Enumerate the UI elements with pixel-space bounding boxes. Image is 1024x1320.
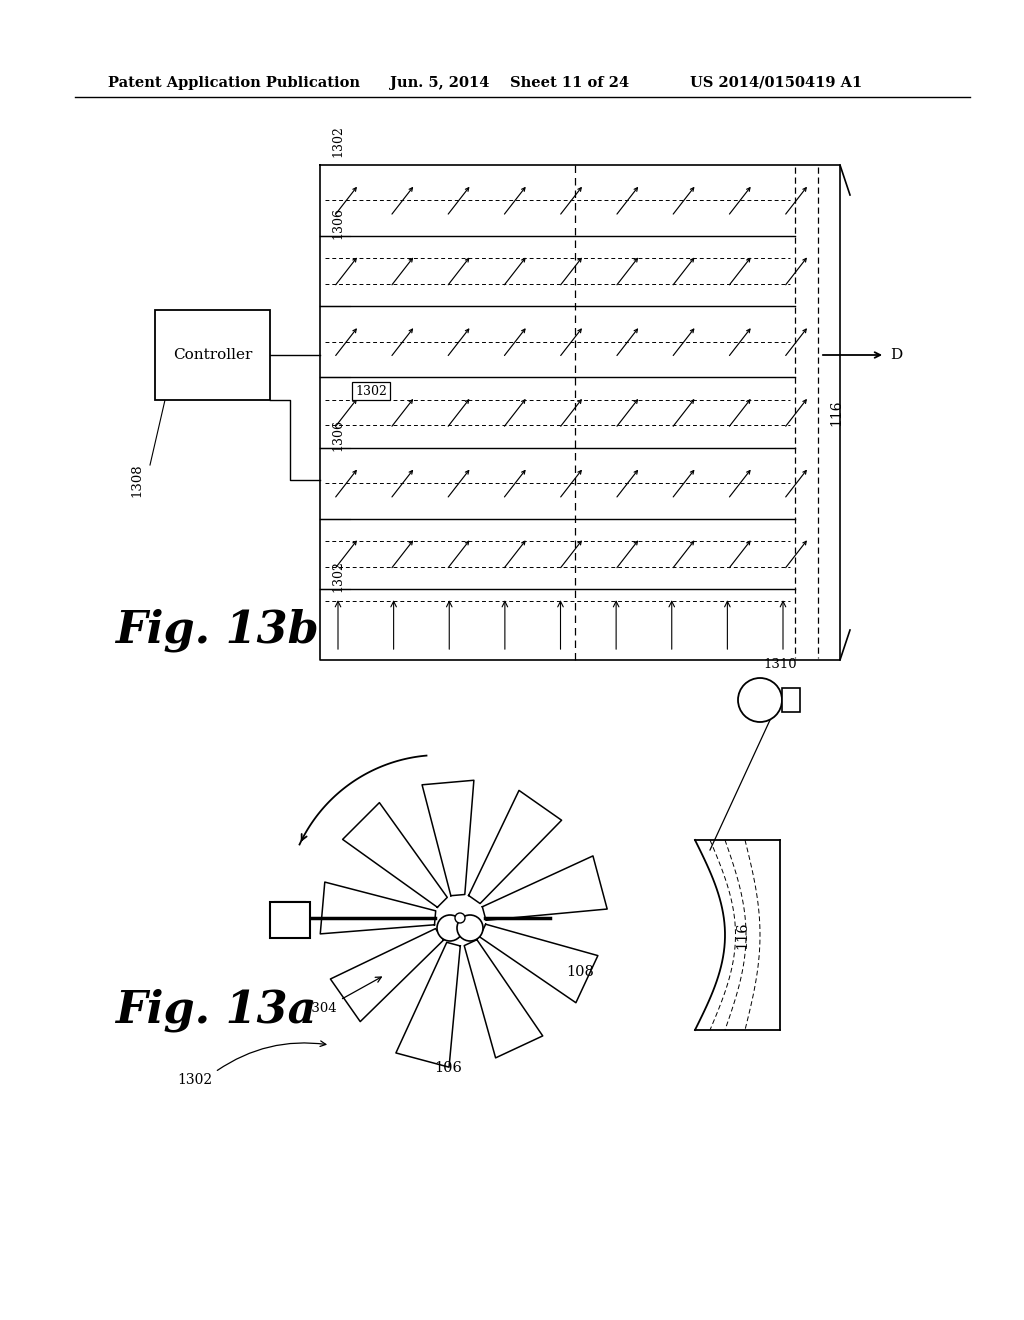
Text: Jun. 5, 2014: Jun. 5, 2014 <box>390 77 489 90</box>
Bar <box>270 902 310 939</box>
Text: 1302: 1302 <box>332 125 344 157</box>
Polygon shape <box>422 780 474 896</box>
Text: 116: 116 <box>829 399 843 426</box>
Text: 1308: 1308 <box>130 463 143 496</box>
Text: Fig. 13a: Fig. 13a <box>115 989 316 1032</box>
Bar <box>352 383 390 400</box>
Text: 1302: 1302 <box>332 561 344 593</box>
Text: D: D <box>890 348 902 362</box>
Text: 1310: 1310 <box>763 659 797 672</box>
Text: 1304: 1304 <box>303 1002 337 1015</box>
Text: 1306: 1306 <box>332 418 344 451</box>
Polygon shape <box>479 924 598 1003</box>
Polygon shape <box>343 803 447 907</box>
Text: 1302: 1302 <box>177 1073 213 1086</box>
Text: Patent Application Publication: Patent Application Publication <box>108 77 360 90</box>
Bar <box>155 310 270 400</box>
Circle shape <box>457 915 483 941</box>
Text: US 2014/0150419 A1: US 2014/0150419 A1 <box>690 77 862 90</box>
Circle shape <box>738 678 782 722</box>
Text: 106: 106 <box>434 1061 462 1074</box>
Text: 1306: 1306 <box>332 207 344 239</box>
Text: Fig. 13b: Fig. 13b <box>115 609 318 652</box>
Polygon shape <box>469 791 561 903</box>
Polygon shape <box>464 940 543 1057</box>
Polygon shape <box>331 928 443 1022</box>
Polygon shape <box>482 855 607 920</box>
Polygon shape <box>396 942 461 1067</box>
Text: 116: 116 <box>735 921 750 949</box>
Circle shape <box>437 915 463 941</box>
Text: 1302: 1302 <box>355 384 387 397</box>
Circle shape <box>455 913 465 923</box>
Text: Controller: Controller <box>173 348 252 362</box>
Bar <box>782 688 800 711</box>
Text: Sheet 11 of 24: Sheet 11 of 24 <box>510 77 629 90</box>
Text: 108: 108 <box>566 965 594 979</box>
Polygon shape <box>321 882 435 933</box>
